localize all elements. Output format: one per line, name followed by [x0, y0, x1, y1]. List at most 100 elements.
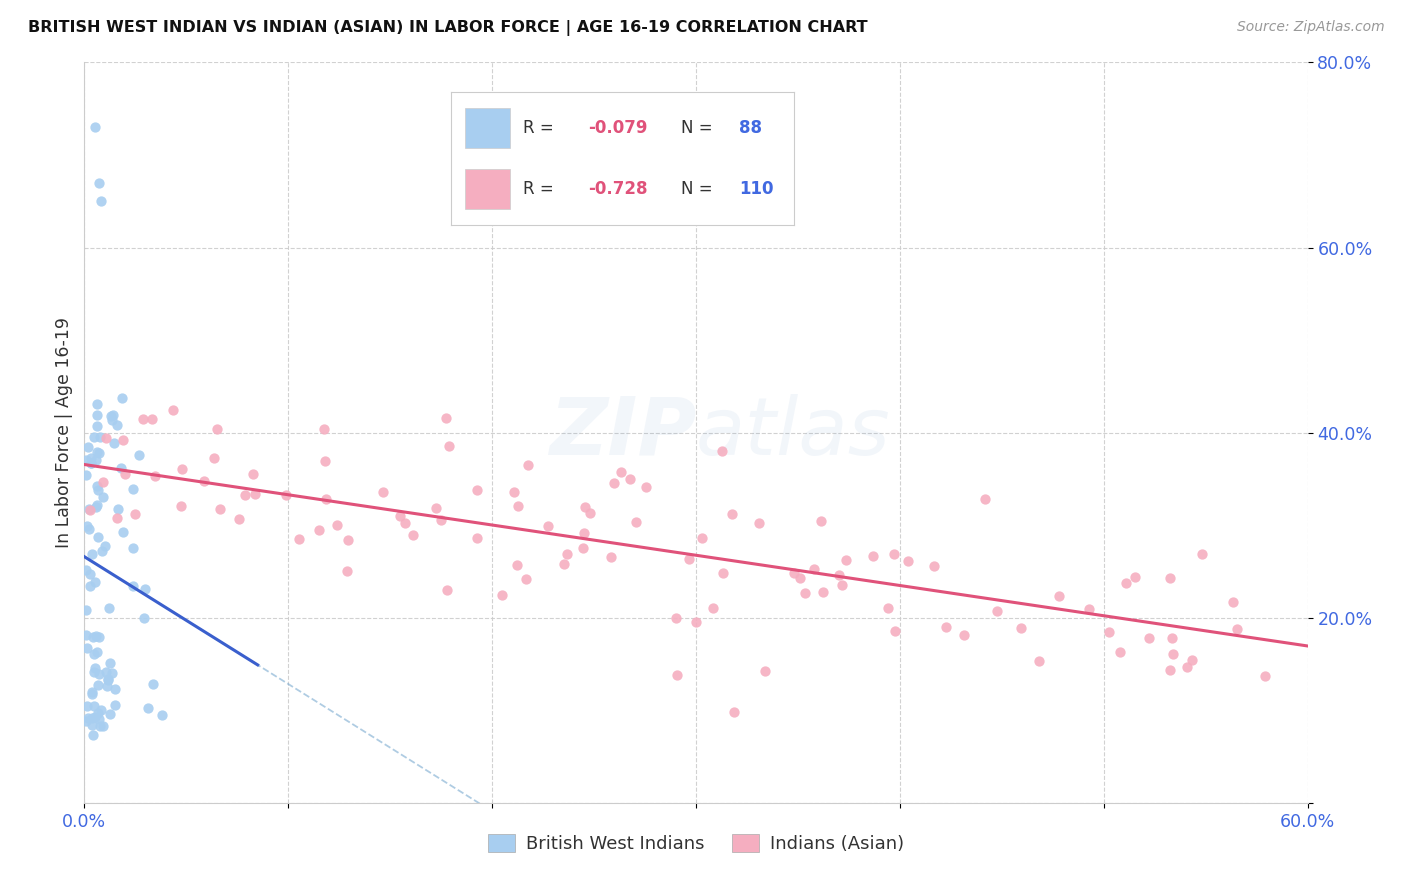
Point	[80, 718, 103, 732]
Point	[84, 452, 107, 467]
Point	[98, 706, 121, 721]
Point	[76, 641, 98, 656]
Point	[721, 507, 744, 521]
Point	[1254, 669, 1277, 683]
Point	[75, 563, 97, 577]
Point	[96, 673, 118, 687]
Point	[437, 439, 460, 453]
Point	[86, 418, 108, 433]
Point	[685, 615, 707, 629]
Point	[105, 510, 128, 524]
Point	[84, 710, 107, 724]
Point	[1159, 663, 1181, 677]
Point	[75, 714, 97, 728]
Point	[1028, 653, 1050, 667]
Point	[1097, 624, 1119, 639]
Point	[371, 485, 394, 500]
Text: ZIP: ZIP	[548, 393, 696, 472]
Point	[274, 488, 297, 502]
Point	[465, 531, 488, 545]
Point	[1047, 589, 1070, 603]
Point	[336, 564, 359, 578]
Point	[111, 391, 134, 405]
Point	[425, 500, 447, 515]
Point	[87, 706, 110, 720]
Point	[1011, 621, 1033, 635]
Point	[1137, 631, 1160, 645]
Point	[90, 703, 112, 717]
Point	[537, 519, 560, 533]
Point	[207, 422, 229, 436]
Point	[666, 667, 689, 681]
Point	[94, 539, 117, 553]
Point	[242, 467, 264, 481]
Point	[402, 527, 425, 541]
Point	[80, 456, 103, 470]
Point	[897, 554, 920, 568]
Point	[626, 515, 648, 529]
Point	[793, 586, 815, 600]
Point	[810, 514, 832, 528]
Point	[610, 465, 633, 479]
Point	[245, 487, 267, 501]
Point	[783, 566, 806, 581]
Point	[811, 585, 834, 599]
Point	[107, 502, 129, 516]
Point	[711, 566, 734, 581]
Point	[80, 450, 103, 465]
Point	[665, 611, 688, 625]
Point	[104, 698, 127, 712]
Point	[574, 500, 596, 514]
Point	[388, 508, 411, 523]
Point	[636, 480, 658, 494]
Point	[1163, 647, 1185, 661]
Point	[883, 547, 905, 561]
Point	[394, 516, 416, 530]
Point	[922, 558, 945, 573]
Point	[96, 679, 118, 693]
Point	[79, 567, 101, 582]
Point	[134, 582, 156, 596]
Text: Source: ZipAtlas.com: Source: ZipAtlas.com	[1237, 20, 1385, 34]
Point	[233, 488, 256, 502]
Point	[516, 458, 538, 472]
Point	[76, 519, 98, 533]
Point	[111, 525, 134, 540]
Point	[98, 656, 121, 670]
Point	[82, 687, 104, 701]
Point	[122, 541, 145, 556]
Point	[122, 579, 145, 593]
Y-axis label: In Labor Force | Age 16-19: In Labor Force | Age 16-19	[55, 318, 73, 548]
Point	[77, 440, 100, 454]
Point	[83, 430, 105, 444]
Point	[80, 685, 103, 699]
Point	[170, 499, 193, 513]
Point	[1115, 575, 1137, 590]
Point	[831, 578, 853, 592]
Point	[84, 500, 107, 515]
Point	[97, 601, 120, 615]
Point	[80, 710, 103, 724]
Point	[827, 567, 849, 582]
Point	[162, 403, 184, 417]
Point	[702, 601, 724, 615]
Point	[678, 552, 700, 566]
Point	[104, 681, 127, 696]
Point	[86, 498, 108, 512]
Point	[101, 665, 124, 680]
Point	[105, 418, 128, 433]
Point	[325, 518, 347, 533]
Point	[87, 483, 110, 497]
Point	[91, 490, 114, 504]
Point	[209, 501, 232, 516]
Point	[141, 411, 163, 425]
Point	[862, 549, 884, 563]
Point	[86, 629, 108, 643]
Point	[79, 502, 101, 516]
Point	[77, 711, 100, 725]
Point	[803, 562, 825, 576]
Point	[86, 409, 108, 423]
Point	[79, 579, 101, 593]
Point	[83, 647, 105, 661]
Point	[723, 705, 745, 719]
